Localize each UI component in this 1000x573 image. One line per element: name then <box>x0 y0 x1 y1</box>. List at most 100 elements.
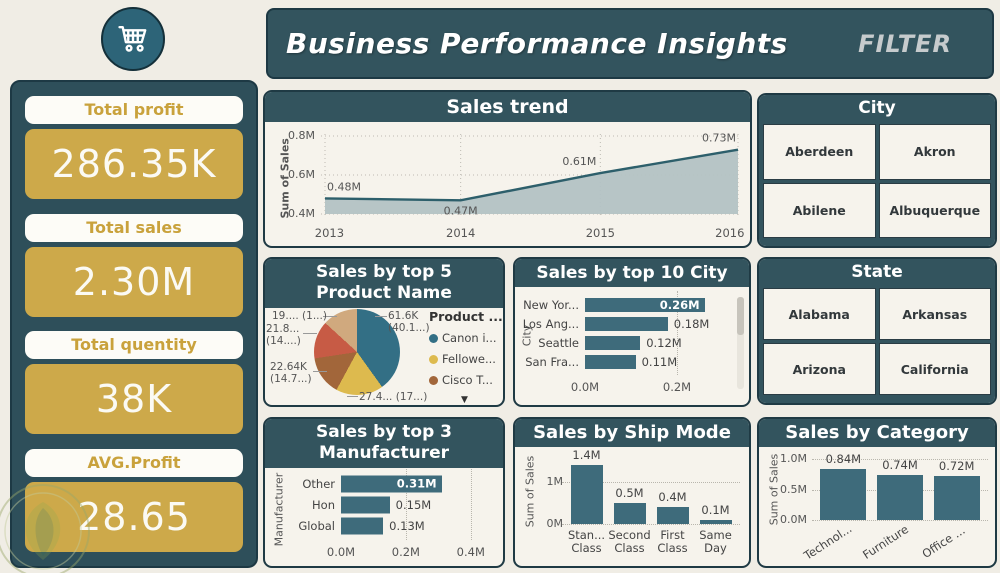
legend-item[interactable]: Fellowe... <box>429 352 503 366</box>
filter-option-california[interactable]: California <box>878 343 991 395</box>
bar-plot: New Yor... 0.26M Los Ang... 0.18M Seattle 0.1… <box>523 291 723 375</box>
pie-label-line: 19.... (1...) <box>272 310 327 322</box>
category-line: Stan... <box>567 528 606 542</box>
chart-title: Sales by Category <box>759 419 995 447</box>
gridline <box>470 469 472 540</box>
cart-icon <box>101 7 165 71</box>
ship-mode-bar-card: Sales by Ship Mode Sum of Sales 1M 0M 1.4… <box>513 417 751 568</box>
category-label: Stan... Class <box>568 529 605 555</box>
svg-text:0.48M: 0.48M <box>327 180 361 193</box>
pie-label-line: (14....) <box>266 335 301 347</box>
x-tick: 2013 <box>314 226 345 240</box>
legend-item-label: Canon i... <box>442 331 497 345</box>
kpi-value: 28.65 <box>25 481 243 552</box>
gridline <box>812 520 988 521</box>
bar[interactable] <box>699 519 732 524</box>
bar-plot: Other 0.31M Hon 0.15M Global 0.13M <box>298 469 487 540</box>
filter-option-albuquerque[interactable]: Albuquerque <box>878 182 991 238</box>
category-bar-card: Sales by Category Sum of Sales 1.0M 0.5M 0… <box>757 417 997 568</box>
category-label: First Class <box>657 529 687 555</box>
bar[interactable] <box>341 517 384 534</box>
category-line: First <box>660 528 685 542</box>
bar[interactable] <box>585 335 641 350</box>
x-tick: 0.0M <box>570 380 600 394</box>
chart-title: Sales by Ship Mode <box>515 419 749 447</box>
gridline <box>562 524 740 525</box>
pie-chart[interactable] <box>314 309 400 395</box>
scrollbar[interactable] <box>737 297 744 389</box>
x-tick: 0.2M <box>662 380 692 394</box>
bar[interactable] <box>656 507 689 524</box>
legend-item[interactable]: Cisco T... <box>429 373 503 387</box>
city-filter-card: City Aberdeen Akron Abilene Albuquerque <box>757 93 997 248</box>
area-chart-plot[interactable]: 0.48M 0.47M 0.61M 0.73M <box>321 132 740 218</box>
category-line: Day <box>704 541 727 555</box>
bar[interactable] <box>613 503 646 524</box>
x-tick: 2016 <box>715 226 745 240</box>
state-filter-options: Alabama Arkansas Arizona California <box>759 286 995 403</box>
svg-text:0.47M: 0.47M <box>444 204 478 217</box>
bar-row: Global 0.13M <box>298 515 487 536</box>
sales-trend-card: Sales trend Sum of Sales 0.8M 0.6M 0.4M 0.… <box>263 90 752 248</box>
kpi-value: 2.30M <box>25 246 243 317</box>
bar[interactable] <box>570 465 603 524</box>
bar-row: Other 0.31M <box>302 473 487 494</box>
bar[interactable]: 0.31M <box>341 475 442 492</box>
bar[interactable]: 0.26M <box>585 297 705 312</box>
filter-option-akron[interactable]: Akron <box>878 124 991 180</box>
gridline <box>405 469 407 540</box>
value-label: 0.13M <box>389 518 425 533</box>
bar[interactable] <box>933 476 980 520</box>
category-label: Furniture <box>860 522 912 562</box>
value-label: 1.4M <box>572 448 601 463</box>
category-label: Same Day <box>699 529 732 555</box>
bar[interactable] <box>585 354 636 369</box>
y-tick: 0M <box>546 517 564 530</box>
bar[interactable] <box>341 496 390 513</box>
pie-data-label: 19.... (1...) <box>272 310 327 322</box>
filter-option-abilene[interactable]: Abilene <box>763 182 876 238</box>
filter-option-alabama[interactable]: Alabama <box>763 288 876 340</box>
value-label: 0.26M <box>659 297 700 312</box>
pie-label-line: (40.1...) <box>388 322 430 334</box>
category-label: Office ... <box>919 523 968 561</box>
kpi-value: 286.35K <box>25 129 243 199</box>
pie-data-label: 61.6K (40.1...) <box>388 310 430 334</box>
x-axis-ticks: 0.0M 0.2M 0.4M <box>327 545 487 559</box>
filter-option-arkansas[interactable]: Arkansas <box>878 288 991 340</box>
scrollbar-thumb[interactable] <box>737 297 744 335</box>
legend-item-label: Cisco T... <box>442 373 493 387</box>
value-label: 0.72M <box>938 459 975 474</box>
category-chart: Sum of Sales 1.0M 0.5M 0.0M 0.84M 0.74M 0.72… <box>759 447 995 566</box>
x-tick: 2014 <box>446 226 476 240</box>
category-label: Technol... <box>801 521 855 563</box>
y-tick: 1.0M <box>780 452 807 465</box>
bar-row: Hon 0.15M <box>312 494 487 515</box>
legend-expand-arrow[interactable]: ▼ <box>461 395 468 405</box>
y-tick: 1M <box>546 475 564 488</box>
bar[interactable] <box>877 474 923 520</box>
pie-data-label: 21.8... (14....) <box>266 323 301 347</box>
bar[interactable] <box>585 316 668 331</box>
kpi-card-total-quantity: Total quentity 38K <box>25 331 243 435</box>
city-filter-options: Aberdeen Akron Abilene Albuquerque <box>759 122 995 246</box>
x-axis-categories: Technol... Furniture Office ... <box>802 521 985 565</box>
manufacturer-bar-card: Sales by top 3 Manufacturer Manufacturer… <box>263 417 505 568</box>
legend-item[interactable]: Canon i... <box>429 331 503 345</box>
kpi-card-avg-profit: AVG.Profit 28.65 <box>25 448 243 552</box>
x-axis-ticks: 2013 2014 2015 2016 <box>315 226 745 240</box>
pie-connector <box>313 371 327 372</box>
filter-option-arizona[interactable]: Arizona <box>763 343 876 395</box>
pie-label-line: 22.64K <box>270 361 307 373</box>
pie-label-line: 61.6K <box>388 310 419 322</box>
filter-option-aberdeen[interactable]: Aberdeen <box>763 124 876 180</box>
pie-connector <box>375 316 387 317</box>
category-line: Same <box>699 528 732 542</box>
bar[interactable] <box>820 468 867 520</box>
legend-title: Product ... <box>429 309 503 324</box>
state-filter-card: State Alabama Arkansas Arizona Californi… <box>757 257 997 405</box>
pie-legend: Product ... Canon i... Fellowe... Cisco T.… <box>429 309 503 405</box>
category-label: Hon <box>312 497 335 512</box>
category-label: Other <box>302 476 335 491</box>
